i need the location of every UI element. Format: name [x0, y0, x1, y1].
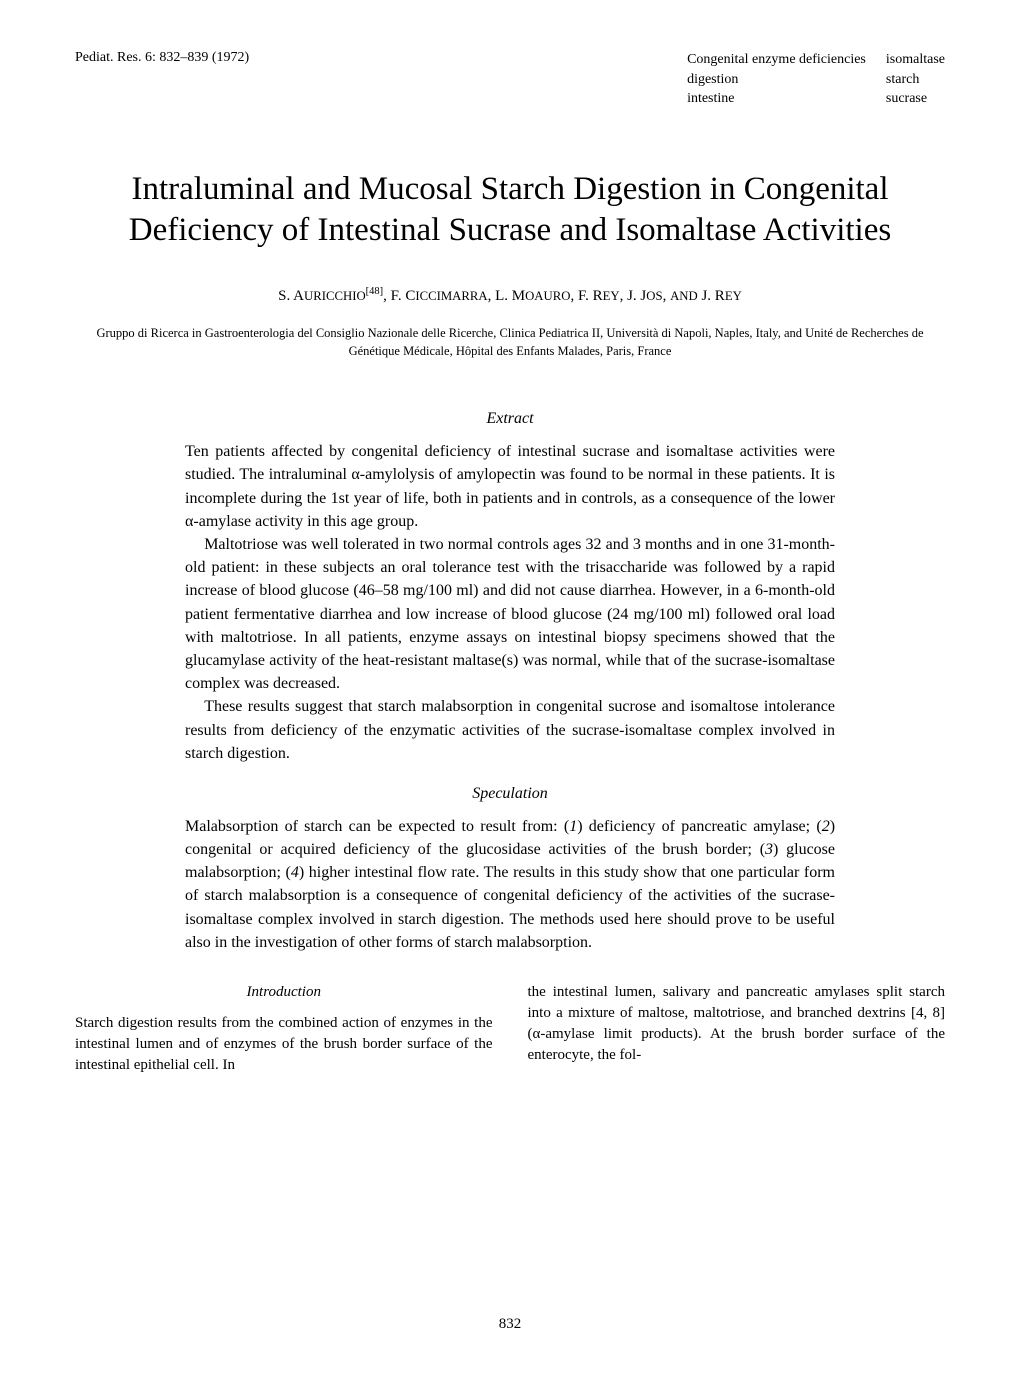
introduction-heading: Introduction: [75, 982, 493, 1003]
speculation-paragraph: Malabsorption of starch can be expected …: [185, 815, 835, 954]
left-column: Introduction Starch digestion results fr…: [75, 982, 493, 1076]
keywords-block: Congenital enzyme deficiencies digestion…: [687, 50, 945, 109]
introduction-text-right: the intestinal lumen, salivary and pancr…: [528, 982, 946, 1066]
right-column: the intestinal lumen, salivary and pancr…: [528, 982, 946, 1076]
keyword: Congenital enzyme deficiencies: [687, 50, 866, 70]
journal-reference: Pediat. Res. 6: 832–839 (1972): [75, 50, 687, 66]
extract-heading: Extract: [75, 410, 945, 428]
keywords-column-1: Congenital enzyme deficiencies digestion…: [687, 50, 866, 109]
extract-paragraph: Maltotriose was well tolerated in two no…: [185, 533, 835, 695]
keyword: starch: [886, 70, 945, 90]
keyword: sucrase: [886, 89, 945, 109]
introduction-columns: Introduction Starch digestion results fr…: [75, 982, 945, 1076]
affiliations: Gruppo di Ricerca in Gastroenterologia d…: [75, 325, 945, 360]
paper-title: Intraluminal and Mucosal Starch Digestio…: [75, 169, 945, 252]
extract-paragraph: These results suggest that starch malabs…: [185, 695, 835, 765]
introduction-text-left: Starch digestion results from the combin…: [75, 1013, 493, 1076]
speculation-body: Malabsorption of starch can be expected …: [75, 815, 945, 954]
authors-line: S. AURICCHIO[48], F. CICCIMARRA, L. MOAU…: [75, 286, 945, 305]
speculation-heading: Speculation: [75, 785, 945, 803]
keyword: isomaltase: [886, 50, 945, 70]
keywords-column-2: isomaltase starch sucrase: [886, 50, 945, 109]
extract-paragraph: Ten patients affected by congenital defi…: [185, 440, 835, 533]
keyword: digestion: [687, 70, 866, 90]
extract-body: Ten patients affected by congenital defi…: [75, 440, 945, 765]
page-header: Pediat. Res. 6: 832–839 (1972) Congenita…: [75, 50, 945, 109]
page-number: 832: [499, 1316, 522, 1333]
keyword: intestine: [687, 89, 866, 109]
